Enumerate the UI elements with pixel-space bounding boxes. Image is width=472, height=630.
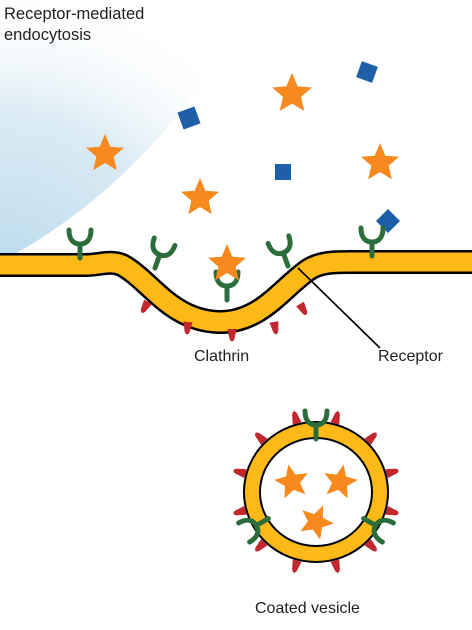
square-icon — [275, 164, 291, 180]
receptor-label: Receptor — [378, 348, 443, 365]
star-icon — [274, 464, 308, 499]
square-icon — [177, 106, 201, 130]
square-icon — [356, 61, 378, 83]
clathrin-icon — [232, 466, 247, 478]
star-icon — [86, 134, 124, 171]
star-icon — [208, 244, 246, 281]
clathrin-icon — [296, 301, 311, 318]
clathrin-icon — [227, 329, 237, 342]
extracellular-fluid — [0, 0, 250, 262]
clathrin-icon — [330, 559, 343, 574]
clathrin-icon — [385, 506, 400, 518]
clathrin-icon — [330, 410, 343, 425]
clathrin-icon — [289, 559, 302, 574]
receptor-icon — [268, 236, 298, 270]
star-icon — [272, 73, 312, 111]
receptor-icon — [145, 238, 175, 272]
star-icon — [300, 505, 334, 540]
clathrin-icon — [232, 506, 247, 518]
coated-vesicle — [243, 421, 389, 563]
clathrin-icon — [385, 466, 400, 478]
diagram-title: Receptor-mediated endocytosis — [4, 5, 145, 44]
receptor-pointer-line — [297, 267, 381, 349]
clathrin-icon — [269, 321, 281, 336]
clathrin-label: Clathrin — [194, 348, 250, 365]
square-icon — [375, 208, 401, 234]
clathrin-icon — [289, 410, 302, 425]
star-icon — [324, 464, 358, 499]
coated-vesicle-label: Coated vesicle — [255, 600, 360, 617]
star-icon — [361, 143, 399, 180]
plasma-membrane — [0, 250, 472, 334]
star-icon — [181, 178, 219, 215]
